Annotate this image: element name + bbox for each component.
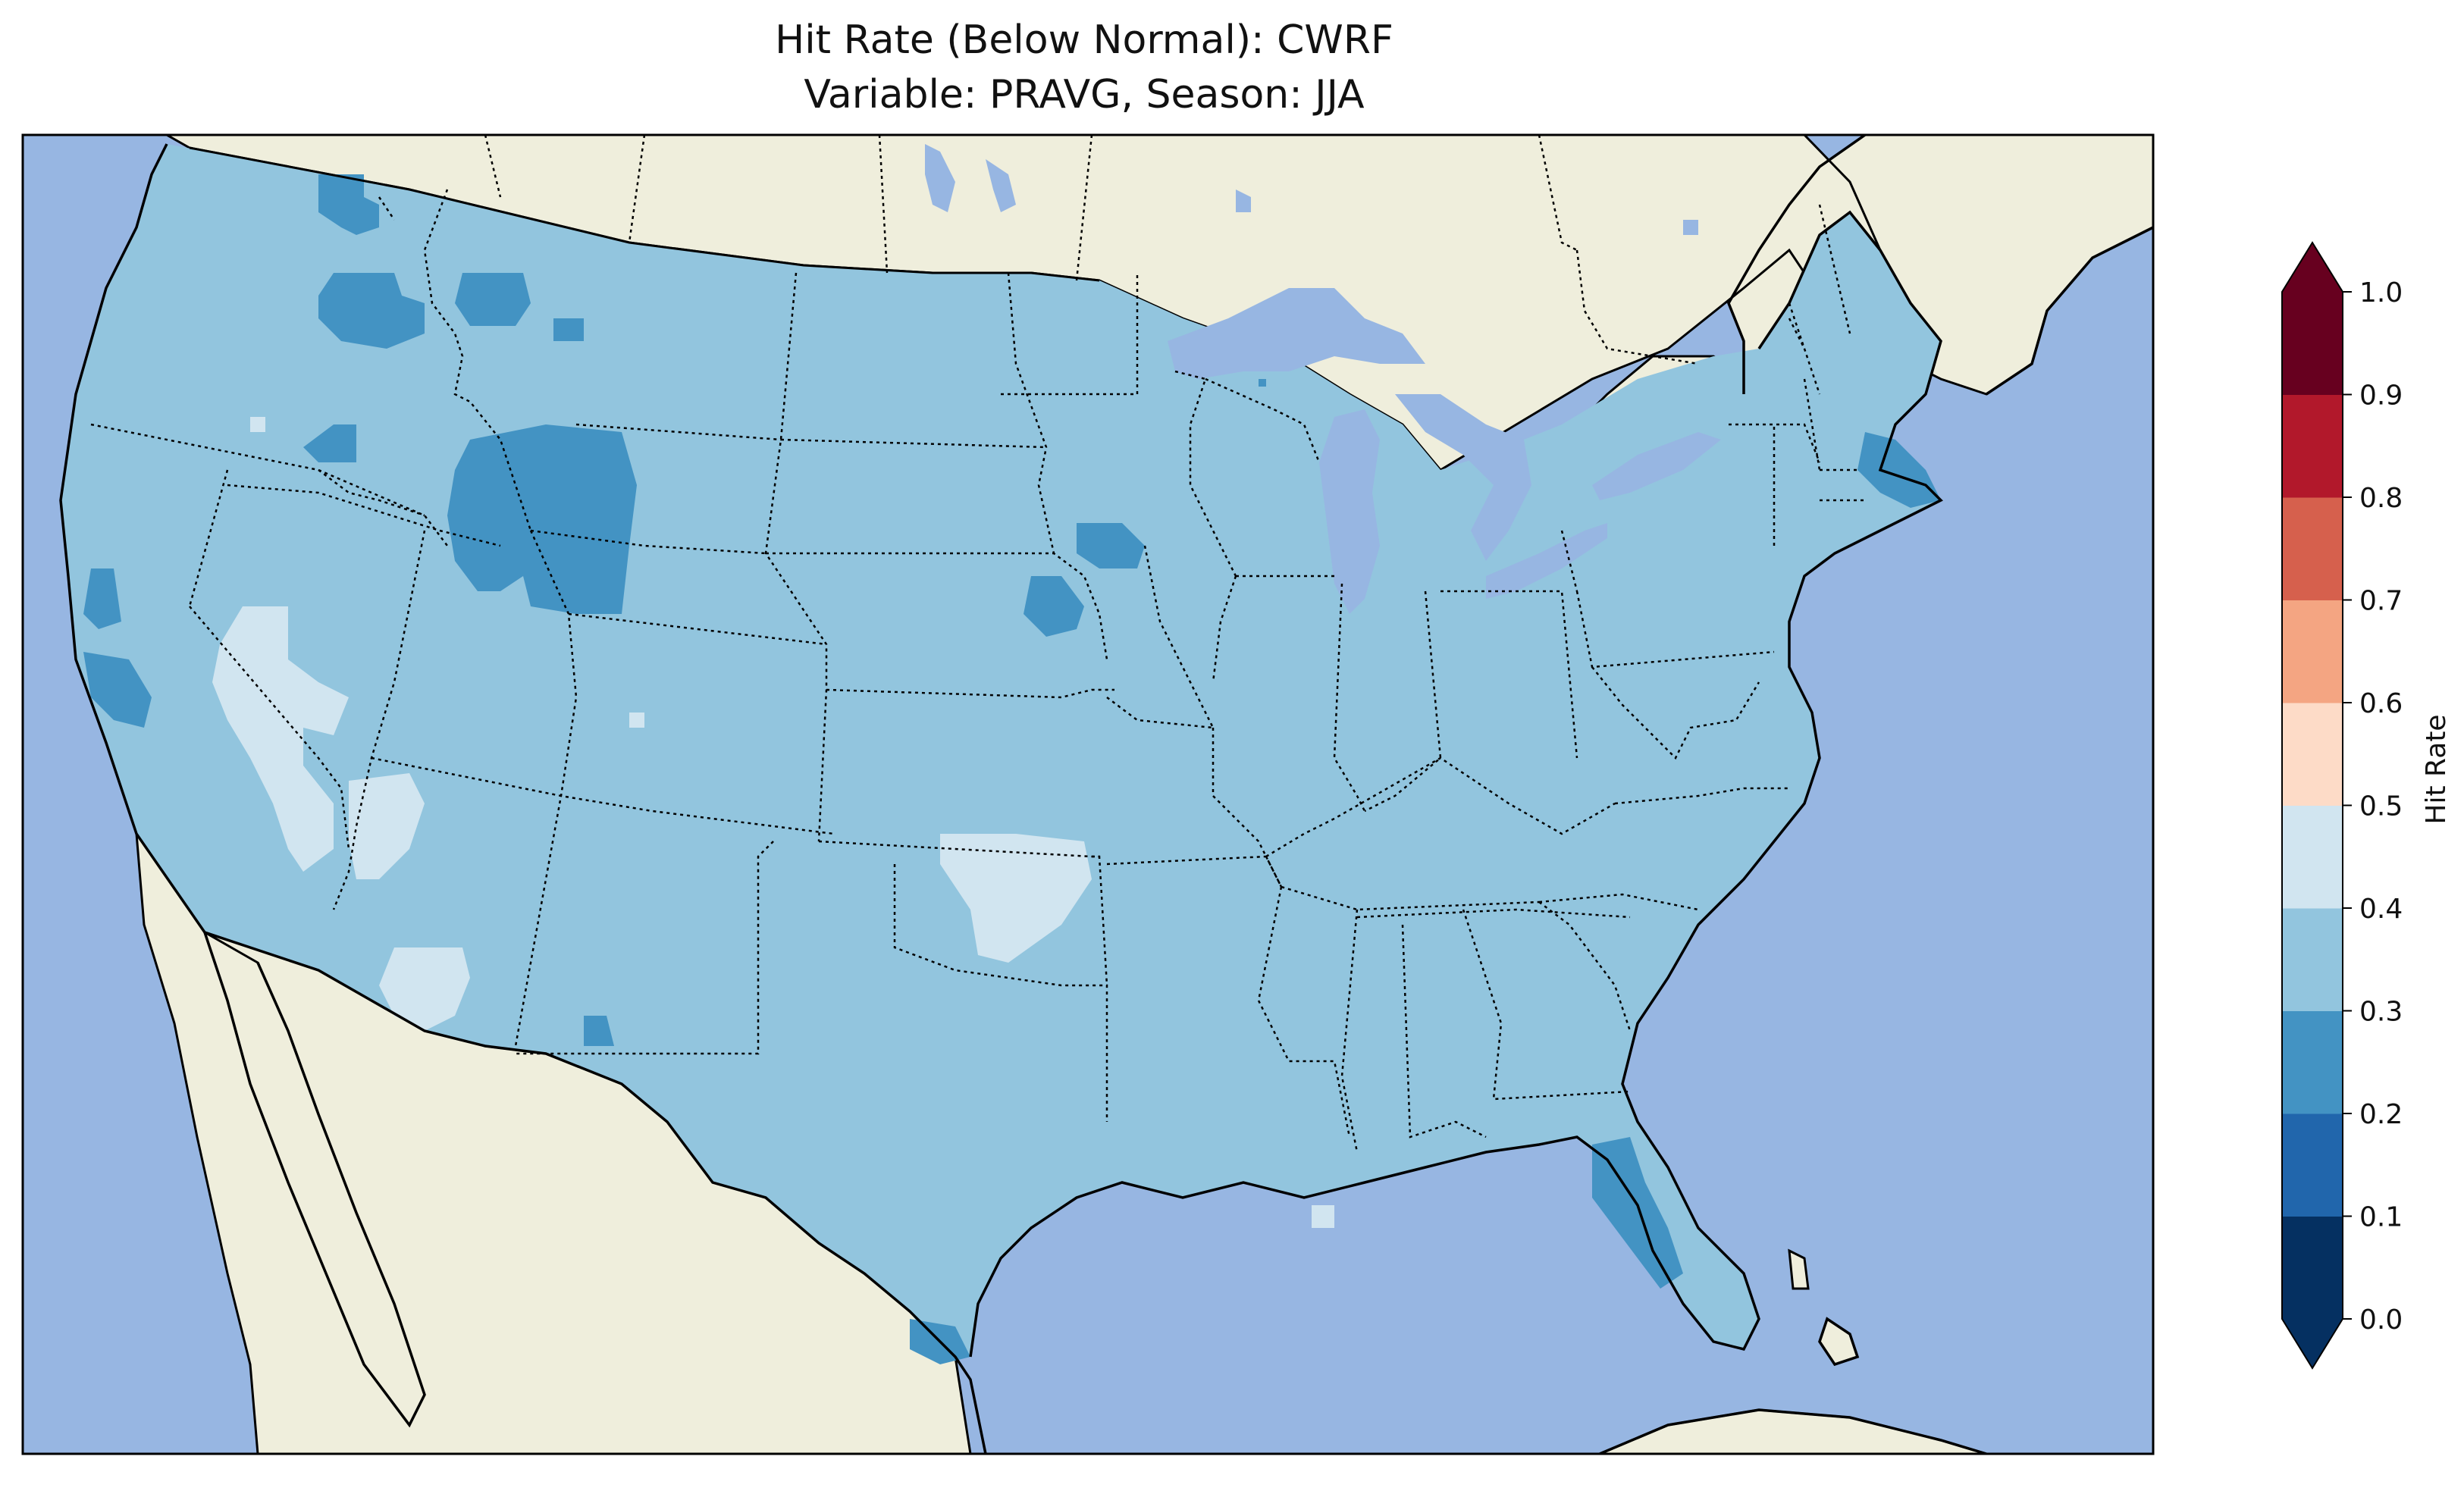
colorbar-bin: [2282, 1010, 2343, 1114]
map-frame: [21, 133, 2155, 1455]
colorbar-tick-label: 0.6: [2359, 688, 2403, 719]
colorbar-tick-label: 0.2: [2359, 1099, 2403, 1130]
colorbar-tick-label: 0.3: [2359, 997, 2403, 1028]
colorbar-tick-label: 0.8: [2359, 483, 2403, 514]
field-patches-0.4-0.5: [212, 417, 1092, 1031]
colorbar-bin: [2282, 1113, 2343, 1217]
canada-lakes: [925, 144, 1698, 235]
great-lakes: [1168, 288, 1721, 614]
colorbar-ticks: 0.0 0.1 0.2 0.3 0.4 0.5 0.6 0.7 0.8 0.9 1.0: [2343, 277, 2403, 1336]
colorbar-extend-under: [2282, 1319, 2343, 1368]
colorbar-extend-over: [2282, 243, 2343, 292]
colorbar-tick-label: 0.4: [2359, 894, 2403, 925]
colorbar-tick-label: 0.7: [2359, 586, 2403, 617]
colorbar-bin: [2282, 805, 2343, 909]
field-patches-0.2-0.3: [83, 174, 1941, 1364]
colorbar-tick-label: 1.0: [2359, 277, 2403, 309]
colorbar-label: Hit Rate: [2421, 714, 2452, 824]
colorbar-bin: [2282, 292, 2343, 395]
colorbar-bin: [2282, 394, 2343, 498]
colorbar-tick-label: 0.9: [2359, 381, 2403, 412]
colorbar-tick-label: 0.0: [2359, 1305, 2403, 1336]
colorbar-bin: [2282, 497, 2343, 600]
map-title: Hit Rate (Below Normal): CWRF: [775, 17, 1393, 63]
colorbar-bin: [2282, 600, 2343, 703]
bahamas-island: [1788, 1248, 1810, 1290]
coastlines: [59, 135, 2153, 1454]
colorbar-bin: [2282, 908, 2343, 1011]
colorbar-tick-label: 0.1: [2359, 1202, 2403, 1233]
state-borders: [90, 135, 1865, 1153]
field-spot: [1312, 1205, 1334, 1228]
colorbar-bins: [2281, 241, 2343, 1370]
colorbar-tick-label: 0.5: [2359, 791, 2403, 822]
colorbar-bin: [2282, 703, 2343, 806]
colorbar-bin: [2282, 1216, 2343, 1320]
us-canada-border: [189, 146, 1100, 282]
map-subtitle: Variable: PRAVG, Season: JJA: [804, 72, 1365, 117]
